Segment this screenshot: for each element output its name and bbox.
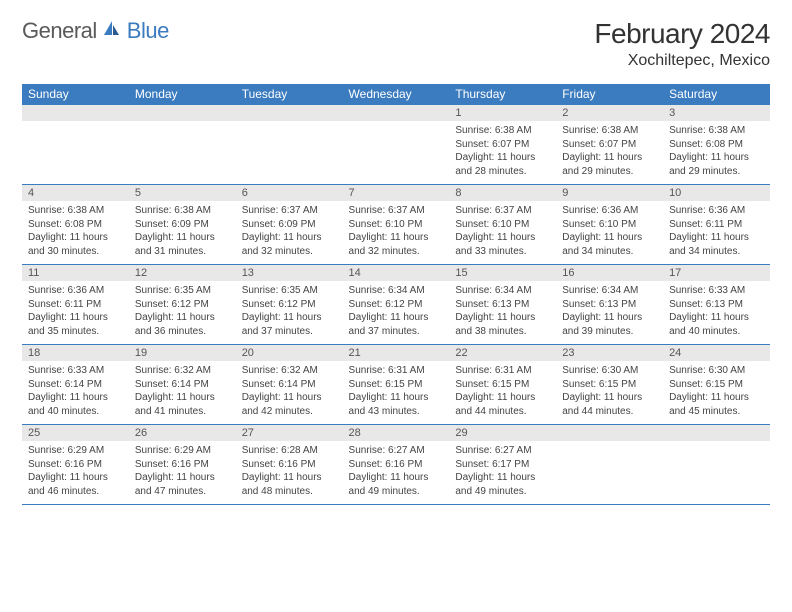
day-number-cell — [343, 105, 450, 122]
day-number-cell: 10 — [663, 185, 770, 202]
weekday-header: Thursday — [449, 84, 556, 105]
day-number-cell: 16 — [556, 265, 663, 282]
day-number-row: 11121314151617 — [22, 265, 770, 282]
day-details-cell: Sunrise: 6:31 AMSunset: 6:15 PMDaylight:… — [343, 361, 450, 425]
day-details-cell: Sunrise: 6:29 AMSunset: 6:16 PMDaylight:… — [129, 441, 236, 505]
day-number-cell: 4 — [22, 185, 129, 202]
calendar-body: 123Sunrise: 6:38 AMSunset: 6:07 PMDaylig… — [22, 105, 770, 505]
weekday-header: Tuesday — [236, 84, 343, 105]
day-details-cell: Sunrise: 6:36 AMSunset: 6:10 PMDaylight:… — [556, 201, 663, 265]
calendar-table: Sunday Monday Tuesday Wednesday Thursday… — [22, 84, 770, 505]
day-number-cell: 26 — [129, 425, 236, 442]
day-number-cell: 20 — [236, 345, 343, 362]
title-block: February 2024 Xochiltepec, Mexico — [594, 18, 770, 70]
day-details-cell: Sunrise: 6:35 AMSunset: 6:12 PMDaylight:… — [129, 281, 236, 345]
day-details-cell: Sunrise: 6:31 AMSunset: 6:15 PMDaylight:… — [449, 361, 556, 425]
day-number-cell: 21 — [343, 345, 450, 362]
month-title: February 2024 — [594, 18, 770, 50]
day-number-cell — [129, 105, 236, 122]
day-details-cell: Sunrise: 6:30 AMSunset: 6:15 PMDaylight:… — [556, 361, 663, 425]
day-details-row: Sunrise: 6:36 AMSunset: 6:11 PMDaylight:… — [22, 281, 770, 345]
day-details-cell: Sunrise: 6:34 AMSunset: 6:13 PMDaylight:… — [556, 281, 663, 345]
day-details-cell: Sunrise: 6:32 AMSunset: 6:14 PMDaylight:… — [129, 361, 236, 425]
day-number-cell: 13 — [236, 265, 343, 282]
day-number-cell — [556, 425, 663, 442]
day-number-row: 18192021222324 — [22, 345, 770, 362]
day-details-cell: Sunrise: 6:29 AMSunset: 6:16 PMDaylight:… — [22, 441, 129, 505]
day-details-cell: Sunrise: 6:34 AMSunset: 6:13 PMDaylight:… — [449, 281, 556, 345]
day-details-cell: Sunrise: 6:36 AMSunset: 6:11 PMDaylight:… — [22, 281, 129, 345]
day-number-cell: 28 — [343, 425, 450, 442]
day-number-cell: 17 — [663, 265, 770, 282]
day-details-cell: Sunrise: 6:27 AMSunset: 6:16 PMDaylight:… — [343, 441, 450, 505]
day-number-cell — [663, 425, 770, 442]
day-number-cell: 2 — [556, 105, 663, 122]
day-details-row: Sunrise: 6:38 AMSunset: 6:08 PMDaylight:… — [22, 201, 770, 265]
day-details-cell: Sunrise: 6:30 AMSunset: 6:15 PMDaylight:… — [663, 361, 770, 425]
day-number-cell — [236, 105, 343, 122]
day-details-cell: Sunrise: 6:38 AMSunset: 6:07 PMDaylight:… — [449, 121, 556, 185]
day-details-cell: Sunrise: 6:36 AMSunset: 6:11 PMDaylight:… — [663, 201, 770, 265]
day-details-cell: Sunrise: 6:27 AMSunset: 6:17 PMDaylight:… — [449, 441, 556, 505]
weekday-header: Monday — [129, 84, 236, 105]
day-details-cell: Sunrise: 6:37 AMSunset: 6:10 PMDaylight:… — [449, 201, 556, 265]
day-number-cell: 22 — [449, 345, 556, 362]
page-header: General Blue February 2024 Xochiltepec, … — [22, 18, 770, 70]
day-number-cell: 5 — [129, 185, 236, 202]
day-number-cell: 3 — [663, 105, 770, 122]
day-number-cell: 8 — [449, 185, 556, 202]
day-number-cell: 14 — [343, 265, 450, 282]
day-details-cell: Sunrise: 6:34 AMSunset: 6:12 PMDaylight:… — [343, 281, 450, 345]
day-details-row: Sunrise: 6:38 AMSunset: 6:07 PMDaylight:… — [22, 121, 770, 185]
day-number-cell: 1 — [449, 105, 556, 122]
brand-text-blue: Blue — [127, 18, 169, 44]
calendar-page: General Blue February 2024 Xochiltepec, … — [0, 0, 792, 523]
day-number-cell: 23 — [556, 345, 663, 362]
brand-text-gray: General — [22, 18, 97, 44]
day-details-cell — [343, 121, 450, 185]
day-details-cell: Sunrise: 6:38 AMSunset: 6:08 PMDaylight:… — [22, 201, 129, 265]
day-details-cell: Sunrise: 6:38 AMSunset: 6:08 PMDaylight:… — [663, 121, 770, 185]
brand-sail-icon — [102, 19, 122, 42]
day-details-cell: Sunrise: 6:38 AMSunset: 6:09 PMDaylight:… — [129, 201, 236, 265]
day-details-cell — [236, 121, 343, 185]
day-number-cell: 24 — [663, 345, 770, 362]
weekday-header-row: Sunday Monday Tuesday Wednesday Thursday… — [22, 84, 770, 105]
day-details-cell: Sunrise: 6:37 AMSunset: 6:10 PMDaylight:… — [343, 201, 450, 265]
day-details-cell — [663, 441, 770, 505]
weekday-header: Friday — [556, 84, 663, 105]
day-number-row: 123 — [22, 105, 770, 122]
day-details-cell: Sunrise: 6:35 AMSunset: 6:12 PMDaylight:… — [236, 281, 343, 345]
weekday-header: Sunday — [22, 84, 129, 105]
day-number-cell: 11 — [22, 265, 129, 282]
day-details-cell — [129, 121, 236, 185]
day-number-cell: 6 — [236, 185, 343, 202]
day-number-cell: 25 — [22, 425, 129, 442]
day-details-cell — [22, 121, 129, 185]
brand-logo: General Blue — [22, 18, 169, 44]
day-details-cell: Sunrise: 6:33 AMSunset: 6:14 PMDaylight:… — [22, 361, 129, 425]
day-details-row: Sunrise: 6:29 AMSunset: 6:16 PMDaylight:… — [22, 441, 770, 505]
day-number-cell: 7 — [343, 185, 450, 202]
day-details-row: Sunrise: 6:33 AMSunset: 6:14 PMDaylight:… — [22, 361, 770, 425]
day-number-cell: 27 — [236, 425, 343, 442]
day-details-cell — [556, 441, 663, 505]
day-number-cell: 12 — [129, 265, 236, 282]
day-details-cell: Sunrise: 6:28 AMSunset: 6:16 PMDaylight:… — [236, 441, 343, 505]
day-details-cell: Sunrise: 6:32 AMSunset: 6:14 PMDaylight:… — [236, 361, 343, 425]
day-number-row: 45678910 — [22, 185, 770, 202]
day-details-cell: Sunrise: 6:38 AMSunset: 6:07 PMDaylight:… — [556, 121, 663, 185]
day-number-cell: 18 — [22, 345, 129, 362]
day-number-cell: 15 — [449, 265, 556, 282]
day-number-cell: 29 — [449, 425, 556, 442]
day-number-cell: 9 — [556, 185, 663, 202]
day-number-cell: 19 — [129, 345, 236, 362]
weekday-header: Wednesday — [343, 84, 450, 105]
weekday-header: Saturday — [663, 84, 770, 105]
day-number-cell — [22, 105, 129, 122]
day-number-row: 2526272829 — [22, 425, 770, 442]
day-details-cell: Sunrise: 6:37 AMSunset: 6:09 PMDaylight:… — [236, 201, 343, 265]
location-subtitle: Xochiltepec, Mexico — [594, 52, 770, 70]
day-details-cell: Sunrise: 6:33 AMSunset: 6:13 PMDaylight:… — [663, 281, 770, 345]
